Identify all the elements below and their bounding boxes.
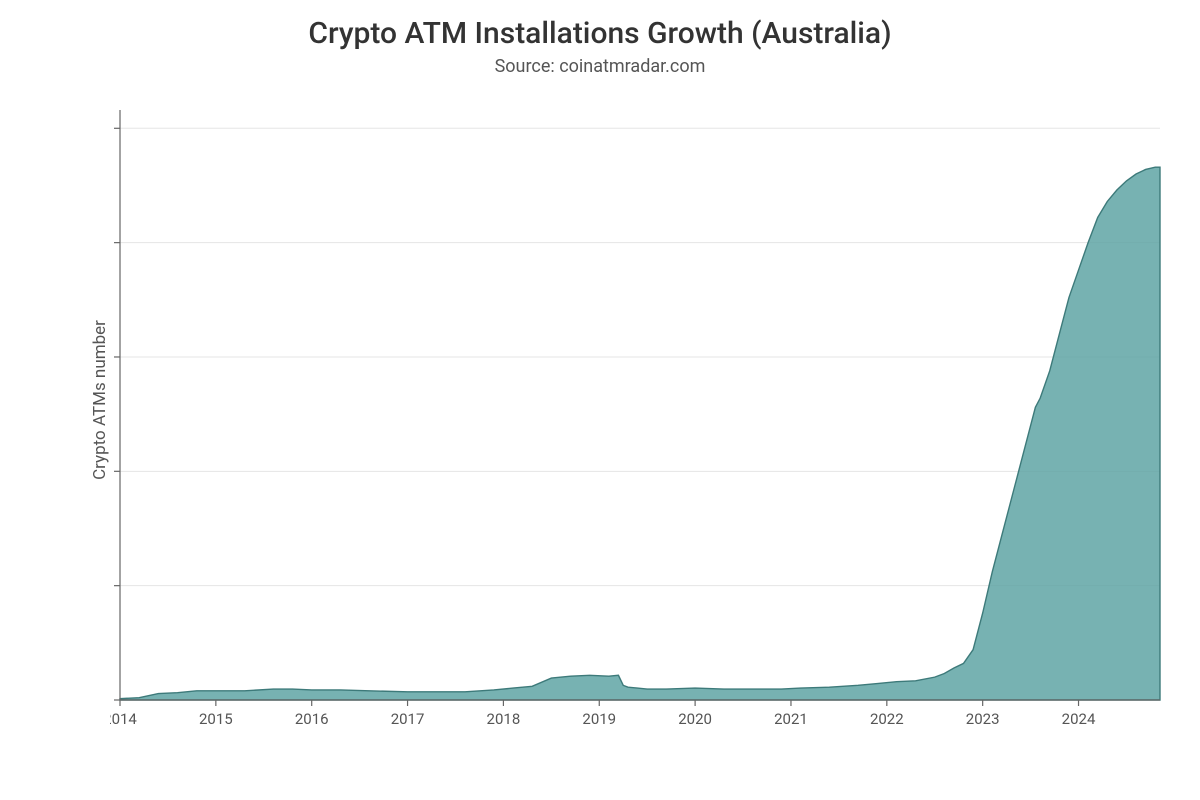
x-tick-label: 2017 (391, 710, 425, 728)
x-tick-label: 2024 (1062, 710, 1096, 728)
x-tick-label: 2014 (110, 710, 137, 728)
chart-plot: 0250500750100012502014201520162017201820… (110, 100, 1170, 740)
chart-container: Crypto ATM Installations Growth (Austral… (0, 0, 1200, 800)
x-tick-label: 2021 (774, 710, 808, 728)
x-tick-label: 2018 (487, 710, 521, 728)
x-tick-label: 2015 (199, 710, 233, 728)
chart-subtitle: Source: coinatmradar.com (0, 56, 1200, 77)
area-series (120, 167, 1160, 700)
x-tick-label: 2019 (582, 710, 616, 728)
y-axis-label: Crypto ATMs number (90, 320, 110, 480)
x-tick-label: 2016 (295, 710, 329, 728)
chart-title: Crypto ATM Installations Growth (Austral… (0, 16, 1200, 51)
x-tick-label: 2022 (870, 710, 904, 728)
x-tick-label: 2023 (966, 710, 1000, 728)
x-tick-label: 2020 (678, 710, 712, 728)
